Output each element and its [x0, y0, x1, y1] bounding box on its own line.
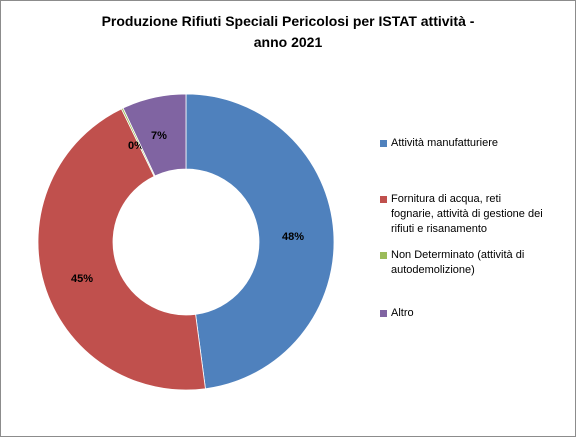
legend-label: Fornitura di acqua, reti fognarie, attivi…	[391, 193, 543, 235]
legend-swatch	[380, 252, 387, 259]
slice-altro	[122, 93, 187, 177]
legend-swatch	[380, 310, 387, 317]
slice-attivita-manufatturiere	[185, 93, 335, 390]
data-label-attivita-manufatturiere: 48%	[282, 231, 304, 243]
slice-fornitura-di-acqua-reti-fognar	[37, 108, 206, 391]
data-label-altro: 7%	[151, 130, 167, 142]
chart-subtitle: anno 2021	[253, 34, 323, 50]
legend-swatch	[380, 196, 387, 203]
data-label-fornitura-di-acqua-reti-fognar: 45%	[71, 273, 93, 285]
legend-label: Attività manufatturiere	[391, 137, 498, 149]
legend-label: Altro	[391, 307, 414, 319]
legend-swatch	[380, 140, 387, 147]
legend-label: Non Determinato (attività di autodemolizi…	[391, 249, 525, 276]
chart-title: Produzione Rifiuti Speciali Pericolosi p…	[101, 13, 475, 29]
